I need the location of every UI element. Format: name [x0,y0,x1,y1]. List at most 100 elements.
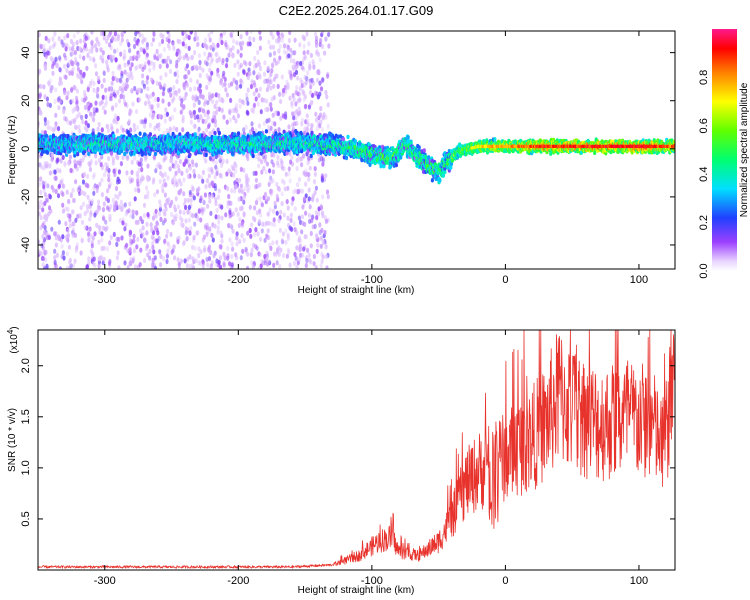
heatmap-noise-cell [166,175,170,181]
heatmap-noise-cell [98,181,102,187]
heatmap-noise-cell [47,234,52,241]
heatmap-noise-cell [75,40,79,46]
heatmap-noise-cell [144,100,148,106]
heatmap-noise-cell [316,68,320,75]
heatmap-noise-cell [223,76,227,82]
heatmap-noise-cell [120,37,124,43]
heatmap-noise-cell [248,227,252,234]
heatmap-noise-cell [289,159,293,165]
heatmap-noise-cell [213,223,217,229]
heatmap-noise-cell [218,244,222,250]
heatmap-noise-cell [53,259,57,265]
heatmap-noise-cell [303,221,307,227]
heatmap-noise-cell [54,112,58,118]
heatmap-noise-cell [191,256,195,262]
heatmap-noise-cell [138,63,142,69]
heatmap-noise-cell [248,204,252,210]
heatmap-noise-cell [182,239,186,245]
heatmap-noise-cell [214,185,218,192]
heatmap-noise-cell [194,162,198,168]
heatmap-noise-cell [293,37,297,43]
heatmap-noise-cell [174,170,178,176]
heatmap-noise-cell [120,32,124,38]
heatmap-noise-cell [250,107,254,113]
heatmap-noise-cell [127,208,131,214]
heatmap-noise-cell [280,201,284,207]
heatmap-noise-cell [242,194,246,200]
heatmap-band-cell [45,150,50,155]
heatmap-noise-cell [197,186,201,192]
heatmap-noise-cell [83,92,87,99]
heatmap-noise-cell [105,59,109,65]
heatmap-noise-cell [221,57,225,64]
heatmap-noise-cell [240,188,244,194]
heatmap-noise-cell [178,209,182,215]
heatmap-noise-cell [325,265,329,269]
heatmap-noise-cell [256,231,260,237]
heatmap-noise-cell [305,234,309,240]
heatmap-noise-cell [118,85,122,92]
heatmap-noise-cell [300,121,304,127]
heatmap-noise-cell [139,247,143,253]
heatmap-noise-cell [172,90,176,96]
heatmap-noise-cell [148,103,152,110]
heatmap-noise-cell [265,118,269,124]
heatmap-noise-cell [196,216,200,222]
heatmap-noise-cell [78,54,82,60]
heatmap-noise-cell [191,96,195,102]
heatmap-noise-cell [56,193,61,199]
heatmap-noise-cell [188,254,192,260]
heatmap-noise-cell [163,155,167,161]
heatmap-noise-cell [125,209,129,215]
heatmap-noise-cell [73,163,77,169]
heatmap-noise-cell [171,220,176,226]
heatmap-noise-cell [63,52,67,58]
heatmap-noise-cell [153,265,157,269]
heatmap-noise-cell [228,261,232,267]
heatmap-noise-cell [205,73,209,79]
heatmap-noise-cell [113,31,117,37]
heatmap-noise-cell [206,247,210,253]
heatmap-noise-cell [42,214,47,221]
heatmap-noise-cell [179,181,183,187]
heatmap-noise-cell [163,211,167,217]
heatmap-noise-cell [327,31,331,38]
heatmap-noise-cell [242,127,246,133]
heatmap-noise-cell [155,48,159,55]
heatmap-noise-cell [145,93,149,99]
heatmap-noise-cell [108,183,112,189]
heatmap-noise-cell [123,62,127,68]
heatmap-noise-cell [217,188,221,194]
heatmap-noise-cell [307,176,311,182]
heatmap-noise-cell [205,231,209,238]
heatmap-noise-cell [266,83,270,89]
heatmap-noise-cell [212,253,216,259]
heatmap-noise-cell [201,259,205,265]
heatmap-noise-cell [73,50,77,56]
heatmap-noise-cell [127,42,131,48]
heatmap-noise-cell [150,226,154,232]
heatmap-noise-cell [190,54,194,61]
heatmap-noise-cell [314,111,318,117]
heatmap-noise-cell [188,263,192,269]
heatmap-noise-cell [149,222,153,228]
heatmap-noise-cell [79,38,83,44]
heatmap-noise-cell [170,199,174,205]
heatmap-noise-cell [139,157,143,163]
heatmap-noise-cell [81,119,85,125]
heatmap-noise-cell [83,191,87,197]
heatmap-noise-cell [277,218,281,224]
heatmap-noise-cell [181,118,185,124]
heatmap-noise-cell [240,79,244,86]
heatmap-noise-cell [293,121,297,127]
heatmap-noise-cell [213,174,217,180]
heatmap-noise-cell [198,59,202,66]
heatmap-noise-cell [306,118,310,124]
heatmap-noise-cell [278,227,282,233]
heatmap-noise-cell [125,242,129,248]
heatmap-noise-cell [280,237,284,243]
heatmap-noise-cell [272,162,276,168]
heatmap-noise-cell [54,87,58,93]
heatmap-noise-cell [324,36,328,42]
heatmap-noise-cell [158,63,162,69]
